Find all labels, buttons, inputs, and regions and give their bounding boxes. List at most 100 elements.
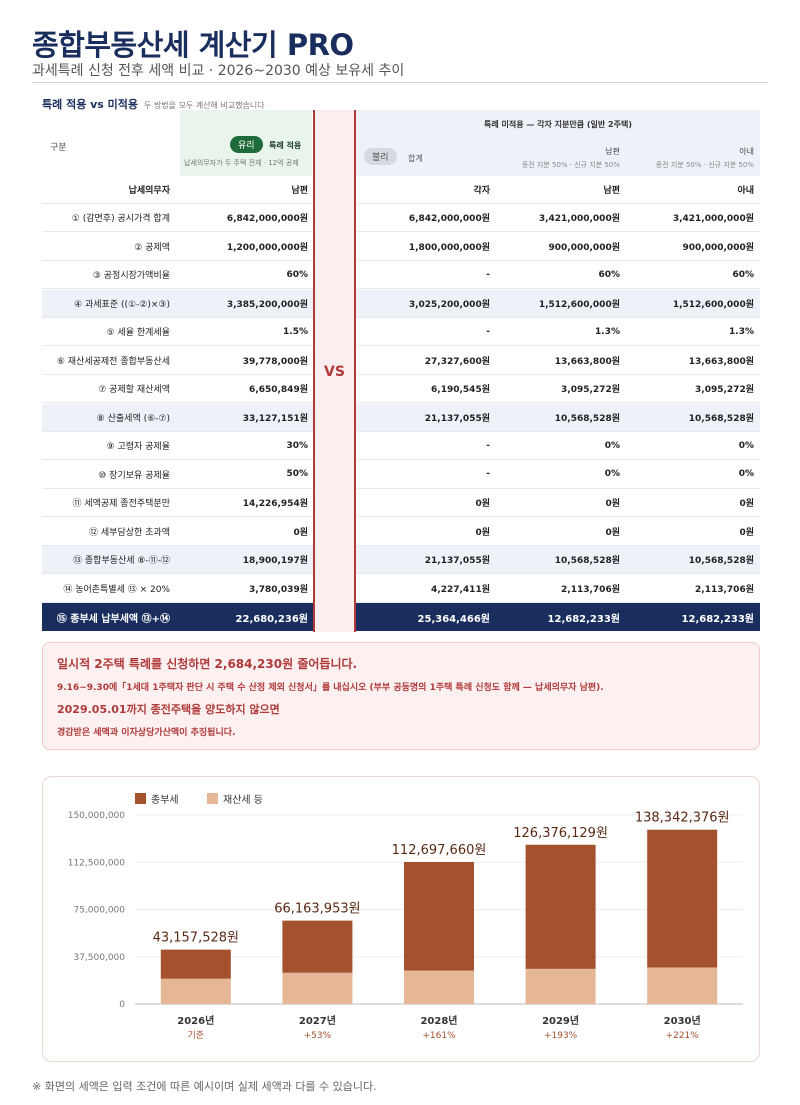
cell-sum: 21,137,055원: [424, 556, 490, 566]
row-label: ⑩ 장기보유 공제율: [98, 470, 170, 481]
legend-swatch: [135, 793, 146, 804]
row-label: ⑤ 세율 한계세율: [106, 328, 170, 338]
row-label: ⑨ 고령자 공제율: [106, 442, 170, 452]
column-header-without-exemption: 특례 미적용 — 각자 지분만큼 (일반 2주택) 불리 합계 남편 종전 지분…: [356, 110, 760, 176]
table-row: ① (감면후) 공시가격 합계 6,842,000,000원 6,842,000,0…: [42, 204, 760, 232]
cell-sum: 6,842,000,000원: [408, 214, 490, 224]
column-b-wife-header: 아내 종전 지분 50% · 신규 지분 50%: [638, 146, 754, 170]
bar-segment: [525, 844, 596, 969]
bar-segment: [647, 829, 718, 968]
unfavorable-badge: 불리: [364, 148, 397, 165]
row-label: ④ 과세표준 ((①-②)×③): [74, 299, 170, 310]
wife-share-note: 종전 지분 50% · 신규 지분 50%: [655, 161, 754, 169]
cell-wife: 60%: [732, 269, 754, 280]
cell-wife: 10,568,528원: [688, 413, 754, 424]
y-tick-label: 112,500,000: [68, 858, 126, 868]
notice-deadline: 2029.05.01까지 종전주택을 양도하지 않으면: [57, 703, 280, 716]
bar-segment: [525, 968, 596, 1004]
section-header: 특례 적용 vs 미적용 두 방법을 모두 계산해 비교했습니다: [42, 96, 265, 112]
x-tick-label: 2028년: [420, 1014, 457, 1027]
column-a-note: 납세의무자가 두 주택 전체 · 12억 공제: [184, 159, 299, 167]
cell-sum: -: [486, 326, 490, 337]
row-label: ⑬ 종합부동산세 ⑧-⑪-⑫: [73, 556, 170, 566]
column-a-title: 특례 적용: [269, 141, 302, 150]
cell-wife: 12,682,233원: [632, 603, 754, 631]
cell-husband: 3,421,000,000원: [538, 214, 620, 224]
title-divider: [32, 82, 768, 83]
tax-trend-chart: 0 37,500,000 75,000,000 112,500,000 150,000,…: [42, 776, 760, 1062]
cell-husband: 3,095,272원: [561, 385, 620, 395]
cell-husband: 0%: [604, 440, 620, 451]
bar-segment: [160, 949, 231, 979]
row-label: ⑦ 공제할 재산세액: [98, 385, 170, 395]
legend-label: 종부세: [151, 794, 179, 806]
row-label: ⑮ 종부세 납부세액 ⑬+⑭: [56, 613, 170, 625]
cell-wife: 아내: [737, 186, 754, 196]
final-tax-row: ⑮ 종부세 납부세액 ⑬+⑭ 22,680,236원 25,364,466원 12,6…: [42, 603, 760, 631]
cell-with-exemption: 남편: [291, 186, 308, 196]
bar-segment: [404, 862, 474, 971]
cell-with-exemption: 14,226,954원: [242, 499, 308, 509]
bar-segment: [404, 970, 474, 1004]
cell-husband: 12,682,233원: [494, 603, 620, 631]
table-row: ⑧ 산출세액 (⑥-⑦) 33,127,151원 21,137,055원 10,568…: [42, 403, 760, 432]
bar-segment: [160, 978, 231, 1004]
cell-wife: 900,000,000원: [682, 242, 754, 253]
table-row: ③ 공정시장가액비율 60% - 60% 60%: [42, 261, 760, 289]
cell-husband: 900,000,000원: [548, 242, 620, 253]
cell-with-exemption: 0원: [293, 527, 308, 538]
cell-sum: 각자: [473, 186, 490, 196]
cell-sum: 4,227,411원: [431, 584, 490, 595]
cell-wife: 3,421,000,000원: [672, 214, 754, 224]
notice-box: 일시적 2주택 특례를 신청하면 2,684,230원 줄어듭니다. 9.16~…: [42, 642, 760, 750]
cell-sum: 21,137,055원: [424, 413, 490, 424]
bar-segment: [282, 920, 353, 973]
favorable-badge: 유리: [230, 136, 263, 153]
cell-wife: 1,512,600,000원: [672, 299, 754, 310]
cell-with-exemption: 30%: [286, 440, 308, 451]
cell-husband: 10,568,528원: [554, 413, 620, 424]
cell-wife: 13,663,800원: [688, 356, 754, 367]
cell-sum: 25,364,466원: [356, 603, 490, 631]
cell-wife: 1.3%: [729, 326, 754, 337]
cell-sum: -: [486, 469, 490, 479]
page-subtitle: 과세특례 신청 전후 세액 비교 · 2026~2030 예상 보유세 추이: [32, 63, 405, 79]
cell-with-exemption: 1,200,000,000원: [226, 242, 308, 253]
vs-label: VS: [324, 364, 345, 380]
section-title: 특례 적용 vs 미적용: [42, 98, 139, 111]
column-header-with-exemption: 유리 특례 적용 납세의무자가 두 주택 전체 · 12억 공제: [180, 110, 312, 176]
cell-husband: 0원: [605, 527, 620, 538]
cell-husband: 13,663,800원: [554, 356, 620, 367]
cell-with-exemption: 39,778,000원: [242, 356, 308, 367]
cell-with-exemption: 60%: [286, 269, 308, 280]
y-tick-label: 0: [119, 1000, 125, 1010]
cell-with-exemption: 1.5%: [283, 326, 308, 337]
cell-wife: 0원: [739, 499, 754, 509]
cell-with-exemption: 3,385,200,000원: [226, 299, 308, 310]
bar-total-label: 126,376,129원: [513, 826, 608, 841]
cell-husband: 1,512,600,000원: [538, 299, 620, 310]
table-row: ⑫ 세부담상한 초과액 0원 0원 0원 0원: [42, 518, 760, 546]
cell-sum: 27,327,600원: [424, 356, 490, 367]
x-tick-label: 2030년: [664, 1014, 701, 1027]
cell-husband: 10,568,528원: [554, 556, 620, 566]
row-label: ⑧ 산출세액 (⑥-⑦): [96, 413, 170, 424]
cell-with-exemption: 33,127,151원: [242, 413, 308, 424]
cell-sum: 0원: [475, 527, 490, 538]
bar-segment: [282, 972, 353, 1004]
cell-sum: 3,025,200,000원: [408, 299, 490, 310]
row-label: ③ 공정시장가액비율: [92, 271, 170, 281]
page-title: 종합부동산세 계산기 PRO: [32, 28, 354, 62]
cell-wife: 0원: [739, 527, 754, 538]
footnote: ※ 화면의 세액은 입력 조건에 따른 예시이며 실제 세액과 다를 수 있습니…: [32, 1080, 377, 1093]
x-sub-label: +193%: [544, 1031, 578, 1041]
cell-sum: -: [486, 440, 490, 451]
table-header-row: 납세의무자 남편 각자 남편 아내: [42, 176, 760, 204]
cell-wife: 0%: [738, 440, 754, 451]
vs-divider: VS: [313, 110, 356, 632]
y-tick-label: 150,000,000: [68, 811, 126, 821]
y-tick-label: 75,000,000: [73, 906, 125, 916]
cell-wife: 2,113,706원: [695, 584, 754, 595]
bar-segment: [647, 967, 718, 1004]
y-tick-label: 37,500,000: [73, 953, 125, 963]
